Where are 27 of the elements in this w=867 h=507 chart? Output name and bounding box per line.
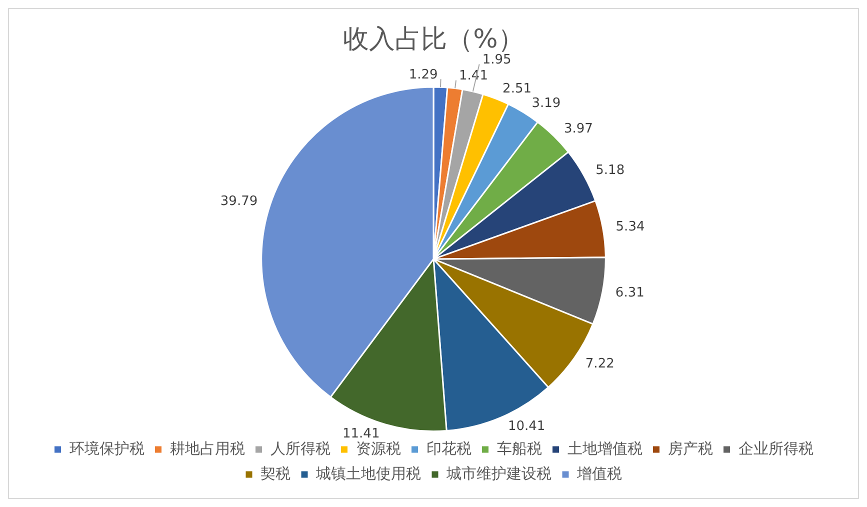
- legend-label: 土地增值税: [567, 439, 642, 458]
- data-label: 6.31: [615, 286, 644, 301]
- data-label: 3.97: [564, 121, 593, 136]
- data-label: 1.95: [482, 52, 512, 68]
- legend-label: 人所得税: [270, 439, 330, 458]
- data-label: 1.29: [408, 67, 438, 82]
- legend-label: 房产税: [668, 439, 713, 458]
- legend-label: 印花税: [426, 439, 472, 458]
- legend-label: 城市维护建设税: [446, 464, 552, 482]
- data-label: 7.22: [585, 356, 614, 372]
- data-label: 5.34: [616, 219, 645, 234]
- data-label: 39.79: [220, 194, 258, 210]
- legend-label: 城镇土地使用税: [315, 464, 421, 482]
- legend-label: 资源税: [356, 439, 401, 458]
- legend-label: 企业所得税: [738, 439, 814, 458]
- data-label: 11.41: [342, 426, 380, 442]
- data-label: 10.41: [508, 419, 546, 434]
- legend-label: 环境保护税: [69, 439, 144, 458]
- legend-label: 车船税: [496, 439, 542, 458]
- legend-label: 增值税: [576, 464, 622, 482]
- chart-title: 收入占比（%）: [343, 24, 524, 54]
- data-label: 5.18: [596, 162, 625, 178]
- data-label: 3.19: [532, 96, 561, 112]
- legend-label: 契税: [260, 464, 290, 482]
- data-label: 2.51: [502, 82, 532, 97]
- data-label: 1.41: [459, 68, 488, 84]
- legend-label: 耕地占用税: [170, 439, 245, 458]
